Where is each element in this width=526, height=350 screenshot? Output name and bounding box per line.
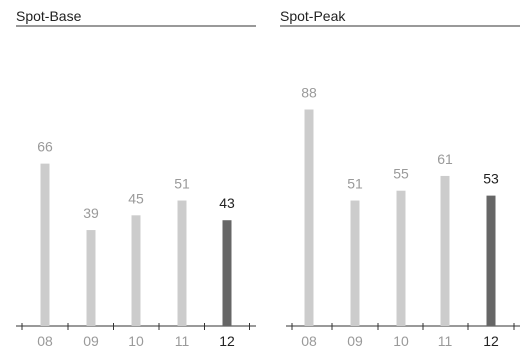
chart-panel-spot-peak: Spot-Peak 88 08 51 09 55 10 61 11 53 12	[280, 8, 520, 349]
data-label: 55	[393, 166, 409, 182]
chart-title: Spot-Base	[16, 8, 82, 24]
data-label: 51	[347, 176, 363, 192]
x-tick-label: 11	[175, 333, 190, 349]
x-tick-label: 10	[393, 333, 409, 349]
data-label: 43	[219, 195, 235, 211]
x-tick-label: 08	[37, 333, 53, 349]
x-tick-label: 12	[219, 333, 235, 349]
x-tick-label: 08	[301, 333, 317, 349]
chart-panel-spot-base: Spot-Base 66 08 39 09 45 10 51 11 43 12	[16, 8, 256, 349]
data-label: 66	[37, 139, 53, 155]
data-label: 53	[483, 171, 499, 187]
bar	[40, 163, 50, 326]
data-label: 39	[83, 205, 99, 221]
x-tick-label: 09	[83, 333, 99, 349]
bar	[486, 195, 496, 326]
bar	[177, 200, 187, 326]
x-tick-label: 10	[128, 333, 144, 349]
data-label: 45	[128, 190, 144, 206]
x-tick-label: 12	[483, 333, 499, 349]
bar	[350, 200, 360, 326]
x-tick-label: 11	[438, 333, 453, 349]
bar	[131, 215, 141, 326]
bar	[440, 175, 450, 326]
x-tick-label: 09	[347, 333, 363, 349]
data-label: 61	[437, 151, 453, 167]
bar	[86, 230, 96, 326]
chart-title: Spot-Peak	[280, 8, 346, 24]
bar	[222, 220, 232, 326]
data-label: 51	[174, 176, 190, 192]
bar	[396, 190, 406, 326]
bar	[304, 109, 314, 327]
data-label: 88	[301, 85, 317, 101]
